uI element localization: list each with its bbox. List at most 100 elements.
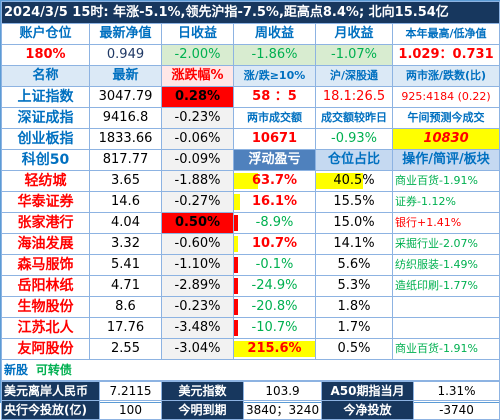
stock-position: 1.7% bbox=[315, 317, 393, 339]
stock-note: 银行+1.41% bbox=[391, 212, 500, 234]
dashboard-table: 2024/3/5 15时: 年涨-5.1%,领先沪指-7.5%,距高点8.4%;… bbox=[0, 1, 500, 381]
stock-row[interactable]: 张家港行 4.04 0.50% -8.9% 15.0% 银行+1.41% bbox=[1, 212, 500, 234]
connect-flow: 18.1:26.5 bbox=[315, 86, 393, 108]
index-row: 上证指数 3047.79 0.28% 58 ：5 18.1:26.5 925:4… bbox=[1, 86, 500, 108]
stock-name[interactable]: 友阿股份 bbox=[1, 338, 90, 360]
index-header-limit: 涨/跌≥10% bbox=[233, 65, 316, 87]
forecast-value: 10830 bbox=[391, 128, 500, 150]
position-bar bbox=[316, 173, 364, 189]
stock-note: 造纸印刷-1.77% bbox=[391, 275, 500, 297]
stock-name[interactable]: 张家港行 bbox=[1, 212, 90, 234]
stock-note: 证券-1.12% bbox=[391, 191, 500, 213]
account-nav: 0.949 bbox=[89, 44, 162, 66]
pl-bar bbox=[234, 341, 315, 357]
stock-position: 40.5% bbox=[315, 170, 393, 192]
stock-row[interactable]: 江苏北人 17.76 -3.48% -10.7% 1.7% bbox=[1, 317, 500, 339]
footer-row-fx: 美元离岸人民币 7.2115 美元指数 103.9 A50期指当月 1.31% bbox=[1, 381, 500, 401]
account-header-row: 账户仓位 最新净值 日收益 周收益 月收益 本年最高/低净值 bbox=[1, 23, 500, 45]
stock-price: 3.32 bbox=[89, 233, 162, 255]
index-header-name: 名称 bbox=[1, 65, 90, 87]
a50-value: 1.31% bbox=[413, 381, 500, 401]
stock-price: 14.6 bbox=[89, 191, 162, 213]
stock-name[interactable]: 江苏北人 bbox=[1, 317, 90, 339]
pl-bar bbox=[234, 236, 239, 252]
stock-name[interactable]: 岳阳林纸 bbox=[1, 275, 90, 297]
index-name: 上证指数 bbox=[1, 86, 90, 108]
pl-value: -10.7% bbox=[251, 320, 298, 335]
pl-value: 63.7% bbox=[251, 173, 298, 188]
stock-row[interactable]: 生物股份 8.6 -0.23% -20.8% 1.8% bbox=[1, 296, 500, 318]
stock-change: -2.89% bbox=[161, 275, 234, 297]
ops-header: 操作/简评/板块 bbox=[391, 149, 500, 171]
stock-price: 4.71 bbox=[89, 275, 162, 297]
stock-float-pl: -0.1% bbox=[233, 254, 316, 276]
stock-position: 15.0% bbox=[315, 212, 393, 234]
stock-note: 商业百货-1.91% bbox=[391, 338, 500, 360]
dxy-value: 103.9 bbox=[243, 381, 322, 401]
stock-position: 0.5% bbox=[315, 338, 393, 360]
pl-value: 215.6% bbox=[247, 341, 302, 356]
pl-bar bbox=[234, 215, 238, 231]
stock-name[interactable]: 生物股份 bbox=[1, 296, 90, 318]
stock-change: -1.88% bbox=[161, 170, 234, 192]
stock-row[interactable]: 轻纺城 3.65 -1.88% 63.7% 40.5% 商业百货-1.91% bbox=[1, 170, 500, 192]
pl-value: 10.7% bbox=[251, 236, 298, 251]
pl-bar bbox=[234, 194, 241, 210]
stock-name[interactable]: 华泰证券 bbox=[1, 191, 90, 213]
forecast-header: 午间预测今成交 bbox=[391, 107, 500, 129]
stock-float-pl: -24.9% bbox=[233, 275, 316, 297]
stock-float-pl: -8.9% bbox=[233, 212, 316, 234]
position-value: 0.5% bbox=[337, 341, 371, 356]
stock-list: 轻纺城 3.65 -1.88% 63.7% 40.5% 商业百货-1.91% 华泰证券 14.… bbox=[1, 170, 500, 360]
stock-change: -3.04% bbox=[161, 338, 234, 360]
stock-float-pl: 215.6% bbox=[233, 338, 316, 360]
stock-name[interactable]: 海油发展 bbox=[1, 233, 90, 255]
index-header-updown: 两市涨/跌数(比) bbox=[391, 65, 500, 87]
stock-name[interactable]: 轻纺城 bbox=[1, 170, 90, 192]
position-value: 1.7% bbox=[337, 320, 371, 335]
footer-row-pboc: 央行今投放(亿) 100 今明到期 3840；3240 今净投放 -3740 bbox=[1, 400, 500, 420]
position-value: 15.0% bbox=[333, 215, 375, 230]
stock-change: 0.50% bbox=[161, 212, 234, 234]
pl-bar bbox=[234, 173, 259, 189]
position-value: 15.5% bbox=[333, 194, 375, 209]
newshare-label: 新股 bbox=[4, 363, 29, 377]
index-price: 3047.79 bbox=[89, 86, 162, 108]
stock-position: 14.1% bbox=[315, 233, 393, 255]
stock-price: 5.41 bbox=[89, 254, 162, 276]
turnover-compare-value: -0.93% bbox=[315, 128, 393, 150]
index-header-connect: 沪/深股通 bbox=[315, 65, 393, 87]
stock-row[interactable]: 华泰证券 14.6 -0.27% 16.1% 15.5% 证券-1.12% bbox=[1, 191, 500, 213]
pl-value: -20.8% bbox=[251, 299, 298, 314]
stock-row[interactable]: 岳阳林纸 4.71 -2.89% -24.9% 5.3% 造纸印刷-1.77% bbox=[1, 275, 500, 297]
account-header-weekly: 周收益 bbox=[233, 23, 316, 45]
stock-row[interactable]: 海油发展 3.32 -0.60% 10.7% 14.1% 采掘行业-2.07% bbox=[1, 233, 500, 255]
stock-change: -0.27% bbox=[161, 191, 234, 213]
stock-float-pl: -10.7% bbox=[233, 317, 316, 339]
position-value: 1.8% bbox=[337, 299, 371, 314]
turnover-header: 两市成交额 bbox=[233, 107, 316, 129]
index-header-price: 最新 bbox=[89, 65, 162, 87]
account-header-yearly: 本年最高/低净值 bbox=[391, 23, 500, 45]
account-header-daily: 日收益 bbox=[161, 23, 234, 45]
position-value: 5.6% bbox=[337, 257, 371, 272]
stock-note: 采掘行业-2.07% bbox=[391, 233, 500, 255]
stock-note bbox=[391, 296, 500, 318]
position-header: 仓位占比 bbox=[315, 149, 393, 171]
account-yearly: 1.029：0.731 bbox=[391, 44, 500, 66]
pl-value: -24.9% bbox=[251, 278, 298, 293]
stock-row[interactable]: 友阿股份 2.55 -3.04% 215.6% 0.5% 商业百货-1.91% bbox=[1, 338, 500, 360]
index-row: 科创50 817.77 -0.09% 浮动盈亏 仓位占比 操作/简评/板块 bbox=[1, 149, 500, 171]
account-header-nav: 最新净值 bbox=[89, 23, 162, 45]
index-name: 创业板指 bbox=[1, 128, 90, 150]
index-change: -0.23% bbox=[161, 107, 234, 129]
pl-bar bbox=[234, 299, 238, 315]
stock-name[interactable]: 森马服饰 bbox=[1, 254, 90, 276]
stock-note: 商业百货-1.91% bbox=[391, 170, 500, 192]
stock-float-pl: 10.7% bbox=[233, 233, 316, 255]
stock-change: -3.48% bbox=[161, 317, 234, 339]
stock-row[interactable]: 森马服饰 5.41 -1.10% -0.1% 5.6% 纺织服装-1.49% bbox=[1, 254, 500, 276]
updown-ratio: 925:4184 (0.22) bbox=[391, 86, 500, 108]
dxy-label: 美元指数 bbox=[161, 381, 244, 401]
stock-note: 纺织服装-1.49% bbox=[391, 254, 500, 276]
